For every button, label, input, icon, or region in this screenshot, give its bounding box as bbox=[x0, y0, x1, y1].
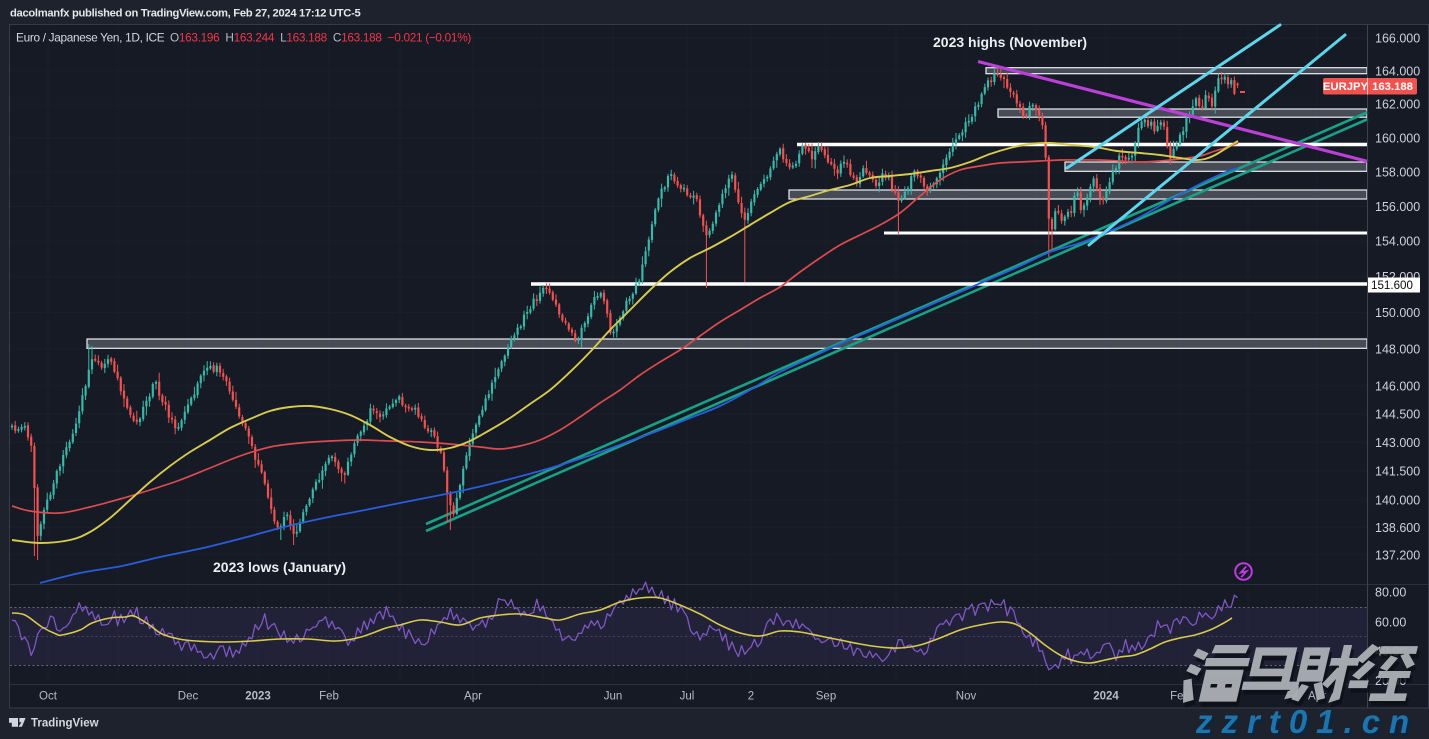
svg-text:163.188: 163.188 bbox=[1372, 81, 1413, 93]
svg-text:Jul: Jul bbox=[680, 691, 695, 703]
svg-text:2023 highs (November): 2023 highs (November) bbox=[933, 34, 1087, 50]
svg-text:Oct: Oct bbox=[39, 691, 58, 703]
svg-text:143.000: 143.000 bbox=[1375, 436, 1420, 450]
svg-text:137.200: 137.200 bbox=[1375, 548, 1420, 562]
svg-text:146.000: 146.000 bbox=[1375, 379, 1420, 393]
svg-text:dacolmanfx published on Tradin: dacolmanfx published on TradingView.com,… bbox=[10, 8, 360, 20]
svg-text:138.600: 138.600 bbox=[1375, 521, 1420, 535]
svg-text:141.500: 141.500 bbox=[1375, 465, 1420, 479]
svg-text:150.000: 150.000 bbox=[1375, 306, 1420, 320]
svg-text:162.000: 162.000 bbox=[1375, 98, 1420, 112]
svg-text:Feb: Feb bbox=[319, 691, 339, 703]
svg-text:TradingView: TradingView bbox=[31, 718, 99, 730]
svg-text:Apr: Apr bbox=[464, 691, 482, 703]
svg-text:154.000: 154.000 bbox=[1375, 235, 1420, 249]
svg-text:151.600: 151.600 bbox=[1371, 279, 1413, 292]
svg-text:164.000: 164.000 bbox=[1375, 64, 1420, 78]
svg-text:166.000: 166.000 bbox=[1375, 32, 1420, 46]
svg-text:144.500: 144.500 bbox=[1375, 408, 1420, 422]
svg-text:Sep: Sep bbox=[816, 691, 836, 703]
svg-text:Euro / Japanese Yen, 1D, ICE: Euro / Japanese Yen, 1D, ICE bbox=[16, 31, 165, 45]
svg-text:Dec: Dec bbox=[178, 691, 199, 703]
svg-text:156.000: 156.000 bbox=[1375, 200, 1420, 214]
svg-text:80.00: 80.00 bbox=[1375, 586, 1406, 600]
svg-text:140.000: 140.000 bbox=[1375, 494, 1420, 508]
svg-text:2: 2 bbox=[748, 691, 754, 703]
svg-text:2024: 2024 bbox=[1093, 691, 1119, 703]
svg-text:zzrt01.cn: zzrt01.cn bbox=[1195, 703, 1418, 739]
svg-text:zzrt01.cn: zzrt01.cn bbox=[1198, 706, 1421, 739]
svg-text:2023: 2023 bbox=[245, 691, 271, 703]
svg-text:Nov: Nov bbox=[956, 691, 977, 703]
svg-text:2023 lows (January): 2023 lows (January) bbox=[213, 559, 346, 575]
svg-text:160.000: 160.000 bbox=[1375, 132, 1420, 146]
svg-text:EURJPY: EURJPY bbox=[1323, 81, 1369, 93]
svg-text:148.000: 148.000 bbox=[1375, 342, 1420, 356]
svg-text:O163.196 H163.244 L163.188: O163.196 H163.244 L163.188 C163.188 −0.0… bbox=[170, 31, 471, 45]
svg-text:60.00: 60.00 bbox=[1375, 616, 1406, 630]
svg-text:Jun: Jun bbox=[604, 691, 623, 703]
svg-text:158.000: 158.000 bbox=[1375, 166, 1420, 180]
